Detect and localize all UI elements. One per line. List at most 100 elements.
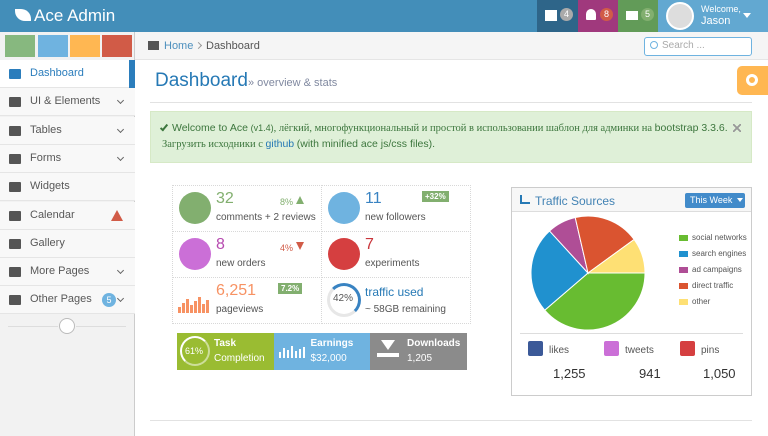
menu-label: Dashboard xyxy=(30,67,84,79)
widget-title: Traffic Sources xyxy=(535,194,616,208)
pie-slice xyxy=(530,230,589,311)
menu-item[interactable] xyxy=(0,173,135,202)
ring-label: 42% xyxy=(333,293,354,304)
legend-swatch xyxy=(679,267,688,273)
menu-item[interactable] xyxy=(0,144,135,173)
social-label: tweets xyxy=(625,345,654,356)
sparkline-bar xyxy=(182,303,185,313)
menu-item[interactable] xyxy=(0,229,135,258)
alert-brand: Ace xyxy=(229,122,248,134)
active-bar xyxy=(129,60,135,88)
shortcut-button[interactable] xyxy=(102,35,132,57)
shortcut-button[interactable] xyxy=(70,35,100,57)
period-dropdown[interactable] xyxy=(685,193,745,208)
close-button[interactable] xyxy=(733,124,741,132)
sparkline-bar xyxy=(198,297,201,313)
change-arrow xyxy=(296,196,304,204)
sparkline-bar xyxy=(294,351,297,358)
legend-swatch xyxy=(679,283,688,289)
sparkline-bar xyxy=(302,347,305,358)
alert-framework: bootstrap 3.3.6. xyxy=(654,122,728,134)
search-input[interactable] xyxy=(644,37,752,56)
badge: 4 xyxy=(560,8,573,21)
menu-label: Other Pages xyxy=(30,293,92,306)
infobox-icon xyxy=(179,238,211,270)
infobox-icon xyxy=(328,238,360,270)
legend-label: search engines xyxy=(692,249,746,258)
sparkline-bar xyxy=(206,300,209,313)
sparkline-bar xyxy=(186,299,189,313)
percent-label: 61% xyxy=(185,346,204,356)
sparkline-bar xyxy=(190,305,193,313)
pie-slice xyxy=(544,272,646,331)
social-icon xyxy=(528,341,543,356)
stat-subtitle: 1,205 xyxy=(407,353,433,364)
menu-label: Forms xyxy=(30,151,62,164)
alert-line: Загрузить исходники с github (with minif… xyxy=(162,138,435,150)
breadcrumb-current: Dashboard xyxy=(206,40,260,52)
warning-icon xyxy=(111,209,123,221)
download-icon xyxy=(381,340,395,350)
percent-ring xyxy=(180,336,210,366)
legend-swatch xyxy=(679,251,688,257)
page-title: Dashboard xyxy=(155,70,248,91)
infobox-text: experiments xyxy=(365,258,420,269)
infobox-text: comments + 2 reviews xyxy=(216,212,316,223)
infobox-icon xyxy=(179,192,211,224)
alert-text: Welcome to xyxy=(172,122,228,134)
change-arrow xyxy=(296,242,304,250)
menu-item[interactable] xyxy=(0,60,135,88)
alert-text: Загрузить исходники с xyxy=(162,139,263,150)
menu-label: More Pages xyxy=(30,265,90,278)
pie-slice xyxy=(586,238,646,274)
social-icon xyxy=(604,341,619,356)
pie-slice xyxy=(574,215,635,274)
infobox-number: 11 xyxy=(365,190,382,207)
gear-icon xyxy=(746,74,758,86)
stat-title: Downloads xyxy=(407,338,461,349)
legend-swatch xyxy=(679,299,688,305)
menu-label: Calendar xyxy=(30,208,75,221)
chart-icon xyxy=(520,195,530,204)
collapse-button[interactable] xyxy=(59,318,75,334)
breadcrumb-link[interactable]: Home xyxy=(164,40,194,52)
menu-badge: 5 xyxy=(102,293,116,308)
sparkline-bar xyxy=(282,348,285,358)
shortcut-button[interactable] xyxy=(5,35,35,57)
sparkline-bar xyxy=(178,307,181,313)
alert-link[interactable]: github xyxy=(265,138,295,150)
mail-icon xyxy=(626,11,638,20)
divider xyxy=(150,420,752,421)
menu-icon xyxy=(9,125,21,136)
infobox-number: 7 xyxy=(365,236,374,253)
social-label: pins xyxy=(701,345,720,356)
social-count: 1,255 xyxy=(553,366,586,381)
menu-item[interactable] xyxy=(0,88,135,117)
menu-icon xyxy=(9,182,21,193)
infobox-title[interactable]: traffic used xyxy=(365,285,424,299)
shortcut-button[interactable] xyxy=(38,35,68,57)
alert-note: (with minified ace js/css files). xyxy=(296,138,436,150)
infobox-text: pageviews xyxy=(216,304,264,315)
badge: 5 xyxy=(641,8,654,21)
sparkline-bar xyxy=(194,301,197,313)
infobox-number: 6,251 xyxy=(216,282,257,299)
alert-version: (v1.4) xyxy=(250,123,274,133)
menu-icon xyxy=(9,153,21,164)
page-subtitle: » overview & stats xyxy=(248,77,338,89)
sparkline-bar xyxy=(286,350,289,358)
avatar xyxy=(666,2,694,30)
social-icon xyxy=(680,341,695,356)
tasks-icon xyxy=(545,10,557,21)
home-icon xyxy=(148,41,159,50)
alert xyxy=(150,111,752,163)
menu-item[interactable] xyxy=(0,116,135,145)
menu-item[interactable] xyxy=(0,258,135,287)
bell-icon xyxy=(586,9,596,20)
period-label: This Week xyxy=(690,195,733,205)
pie-chart: social networks search engines ad campaign… xyxy=(530,215,747,331)
brand[interactable]: Ace Admin xyxy=(34,6,116,25)
divider xyxy=(150,102,752,103)
widget xyxy=(511,187,752,396)
